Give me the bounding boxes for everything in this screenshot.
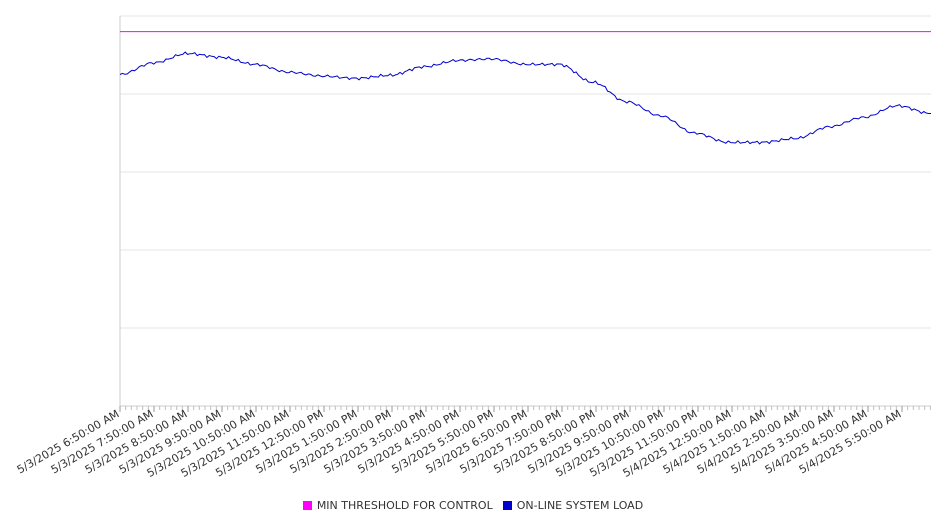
series-line-system-load <box>119 51 931 145</box>
x-axis-ticks <box>119 406 931 412</box>
legend-item-threshold: MIN THRESHOLD FOR CONTROL <box>302 499 493 512</box>
legend-label-threshold: MIN THRESHOLD FOR CONTROL <box>316 499 493 512</box>
grid-lines <box>120 15 931 329</box>
axes <box>119 16 931 407</box>
legend-item-system-load: ON-LINE SYSTEM LOAD <box>502 499 644 512</box>
x-axis-tick-labels: 5/3/2025 6:50:00 AM5/3/2025 7:50:00 AM5/… <box>15 407 904 480</box>
series-group <box>119 31 931 145</box>
legend-swatch-system-load <box>502 501 512 510</box>
legend-label-system-load: ON-LINE SYSTEM LOAD <box>516 499 644 512</box>
legend: MIN THRESHOLD FOR CONTROL ON-LINE SYSTEM… <box>0 499 946 512</box>
legend-swatch-threshold <box>302 501 312 510</box>
